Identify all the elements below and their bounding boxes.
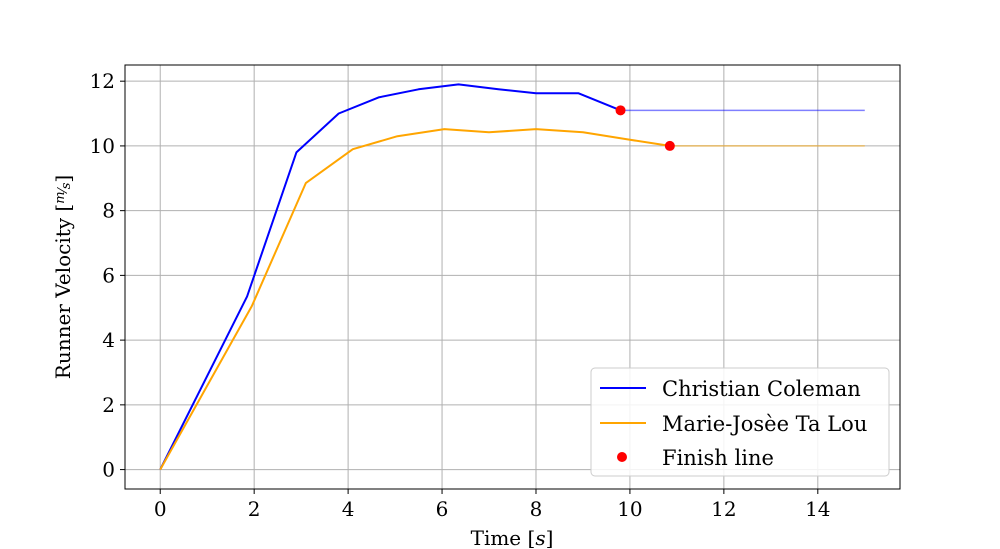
y-tick-label: 10 [90,134,115,158]
x-tick-label: 2 [248,497,261,521]
x-axis-ticks: 0 2 4 6 8 10 12 14 [154,489,831,521]
y-tick-label: 2 [102,393,115,417]
x-tick-label: 6 [436,497,449,521]
x-tick-label: 10 [617,497,642,521]
svg-text:Runner Velocity [m⁄s]: Runner Velocity [m⁄s] [51,175,75,379]
plot-frame [124,64,901,490]
legend-label-marie-josee-ta-lou: Marie-Josèe Ta Lou [662,412,867,436]
finish-extensions [620,109,865,147]
finish-point [664,140,675,151]
x-tick-label: 8 [530,497,543,521]
legend-label-finish-line: Finish line [662,446,774,470]
finish-point [615,105,626,116]
x-tick-label: 12 [711,497,736,521]
y-axis-label: Runner Velocity [m⁄s] [51,175,75,379]
x-tick-label: 4 [342,497,355,521]
y-tick-label: 12 [90,69,115,93]
legend-label-christian-coleman: Christian Coleman [662,377,861,401]
y-tick-label: 6 [102,263,115,287]
y-axis-ticks: 0 2 4 6 8 10 12 [90,69,125,482]
legend-swatch-finish-line [617,452,627,462]
series-line-christian-coleman [159,83,621,471]
y-tick-label: 4 [102,328,115,352]
x-tick-label: 0 [154,497,167,521]
y-tick-label: 0 [102,458,115,482]
series-line-marie-josee-ta-lou [159,128,670,471]
x-tick-label: 14 [805,497,830,521]
x-axis-label: Time [s] [471,526,554,549]
legend-box [590,367,890,477]
finish-markers [615,105,675,151]
y-tick-label: 8 [102,199,115,223]
series-lines [159,83,670,471]
legend: Christian Coleman Marie-Josèe Ta Lou Fin… [590,367,890,477]
